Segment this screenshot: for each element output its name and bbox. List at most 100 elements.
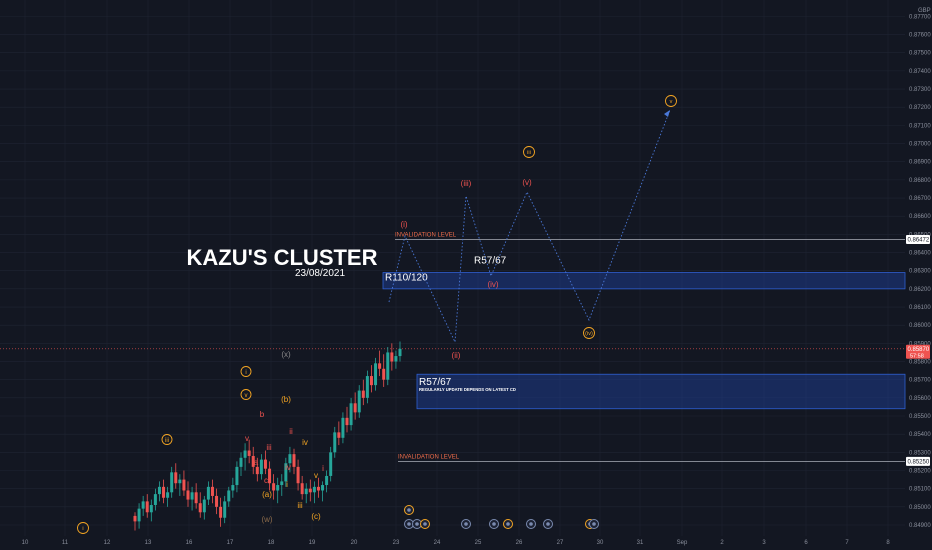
candle [329,446,333,482]
zone-label: R110/120 [385,273,428,284]
price-tick-label: 0.86100 [909,305,931,311]
time-tick-label: 20 [351,540,358,546]
candle-body [198,503,202,513]
candle-body [137,508,141,522]
wave-circle [161,434,173,445]
candle [174,463,178,489]
time-tick-label: 17 [227,540,234,546]
event-icon[interactable] [503,519,513,529]
candle [202,495,206,520]
candle [394,350,398,369]
wave-label: b [260,410,265,419]
event-icon[interactable] [489,519,499,529]
candle [349,397,353,431]
wave-label: iii [297,501,303,510]
wave-label: iv [302,438,308,447]
wave-label: a [254,458,259,467]
candle [235,461,239,493]
wave-label: i [286,480,288,489]
price-tick-label: 0.87100 [909,123,931,129]
candle [239,452,243,476]
candle [251,446,255,475]
candle [316,477,320,498]
target-label: v [670,99,673,105]
event-icon[interactable] [461,519,471,529]
candle-body [312,486,316,493]
price-tick-label: 0.85800 [909,360,931,366]
price-tick-label: 0.87300 [909,87,931,93]
candle-series[interactable] [133,341,402,531]
target-circle [523,146,535,158]
candle [182,470,186,496]
event-icon[interactable] [526,519,536,529]
candle-body [341,417,345,438]
invalidation-label: INVALIDATION LEVEL [395,232,457,238]
price-axis[interactable]: GBP 0.877000.876000.875000.874000.873000… [906,8,931,529]
candle [280,474,284,496]
price-tick-label: 0.85000 [909,505,931,511]
candle [186,481,190,507]
candle [243,443,247,471]
event-icon[interactable] [404,505,414,515]
candle-body [272,483,276,491]
time-tick-label: 24 [434,540,441,546]
candle-body [292,454,296,467]
candle-body [194,492,198,504]
candle-body [235,466,239,486]
price-tick-label: 0.86000 [909,323,931,329]
candle [325,470,329,493]
candle [206,481,210,506]
candle-body [259,459,263,475]
candle [353,392,357,420]
event-icon-dot [407,508,411,512]
candle-body [186,490,190,500]
candle-body [239,457,243,467]
wave-label: i [245,370,246,376]
candle [365,370,369,404]
wave-label: (iii) [461,179,472,188]
wave-label: v [314,471,318,480]
candle-body [321,485,325,491]
time-tick-label: 7 [845,540,849,546]
event-icon[interactable] [543,519,553,529]
candle [263,450,267,475]
wave-label: i [322,464,324,473]
candle-body [353,403,357,413]
candle [231,477,235,498]
price-tick-label: 0.85200 [909,469,931,475]
wave-label: (w) [261,515,272,524]
zone-label: R57/67 [419,377,452,388]
event-icons[interactable] [404,505,599,529]
candle-body [145,501,149,513]
time-tick-label: 10 [22,540,29,546]
time-tick-label: 13 [145,540,152,546]
candle [300,475,304,500]
candle-body [219,506,223,518]
candle-body [162,486,166,498]
event-icon-dot [506,522,510,526]
event-icon[interactable] [589,519,599,529]
event-icon[interactable] [420,519,430,529]
time-axis[interactable]: 10 11 12 13 16 17 18 19 20 23 24 25 26 27 30 31 Sep 2 3 6 7 8 [22,540,891,546]
candle-body [316,486,320,491]
candle [137,503,141,529]
time-tick-label: 2 [720,540,724,546]
price-tick-labels: 0.87700 0.87600 0.87500 0.87400 0.87300 0.872… [909,14,931,529]
chart-title: KAZU'S CLUSTER [186,245,377,270]
time-tick-label: 6 [804,540,808,546]
price-tick-label: 0.87600 [909,33,931,39]
event-icon[interactable] [412,519,422,529]
candle [157,481,161,502]
candle-body [325,475,329,486]
level-badge-text: 0.85250 [908,459,930,465]
candle-body [227,490,231,502]
candle [141,495,145,516]
candle-body [276,485,280,491]
candle [333,426,337,458]
projection-paths [388,109,671,344]
level-badge-text: 0.86472 [908,237,930,243]
candle [382,354,386,387]
candle [321,481,325,502]
